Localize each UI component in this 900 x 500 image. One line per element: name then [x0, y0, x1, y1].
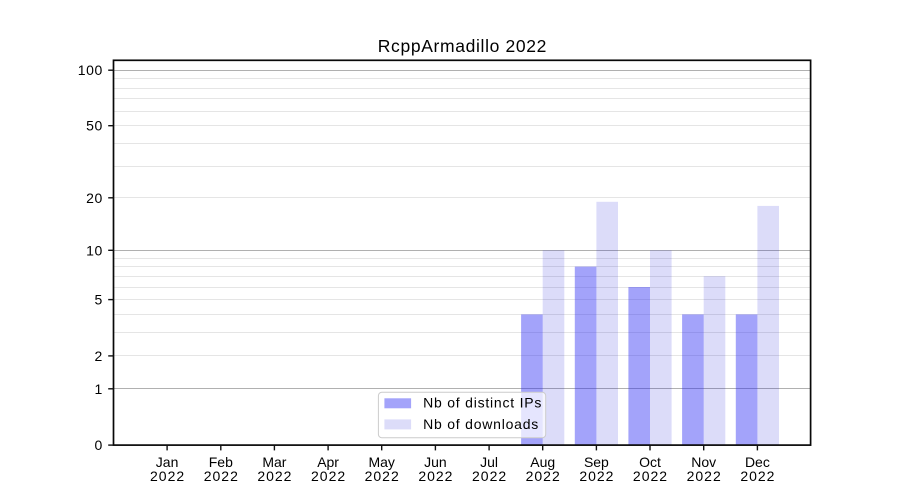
svg-text:2022: 2022: [365, 468, 400, 484]
svg-text:Nb of downloads: Nb of downloads: [423, 416, 539, 432]
svg-text:2022: 2022: [633, 468, 668, 484]
svg-text:2022: 2022: [526, 468, 561, 484]
svg-text:20: 20: [86, 190, 103, 206]
svg-text:Sep: Sep: [584, 454, 609, 470]
svg-text:100: 100: [78, 62, 103, 78]
svg-text:0: 0: [95, 437, 103, 453]
svg-text:Nov: Nov: [691, 454, 716, 470]
svg-text:Mar: Mar: [262, 454, 286, 470]
svg-text:10: 10: [86, 242, 103, 258]
svg-text:2: 2: [95, 348, 103, 364]
svg-text:Dec: Dec: [745, 454, 770, 470]
svg-text:2022: 2022: [472, 468, 507, 484]
svg-text:RcppArmadillo 2022: RcppArmadillo 2022: [378, 36, 547, 56]
svg-text:2022: 2022: [740, 468, 775, 484]
svg-text:50: 50: [86, 118, 103, 134]
svg-text:Jan: Jan: [156, 454, 179, 470]
svg-text:May: May: [368, 454, 394, 470]
svg-text:2022: 2022: [687, 468, 722, 484]
svg-text:Feb: Feb: [209, 454, 233, 470]
svg-text:2022: 2022: [311, 468, 346, 484]
svg-text:2022: 2022: [418, 468, 453, 484]
svg-text:2022: 2022: [150, 468, 185, 484]
svg-text:2022: 2022: [257, 468, 292, 484]
svg-text:Apr: Apr: [317, 454, 339, 470]
svg-text:2022: 2022: [579, 468, 614, 484]
svg-text:5: 5: [95, 292, 103, 308]
svg-text:Oct: Oct: [639, 454, 661, 470]
svg-text:2022: 2022: [204, 468, 239, 484]
svg-text:Nb of distinct IPs: Nb of distinct IPs: [423, 395, 542, 411]
svg-text:Jun: Jun: [424, 454, 447, 470]
svg-text:Aug: Aug: [530, 454, 555, 470]
svg-text:Jul: Jul: [480, 454, 498, 470]
svg-text:1: 1: [95, 381, 103, 397]
